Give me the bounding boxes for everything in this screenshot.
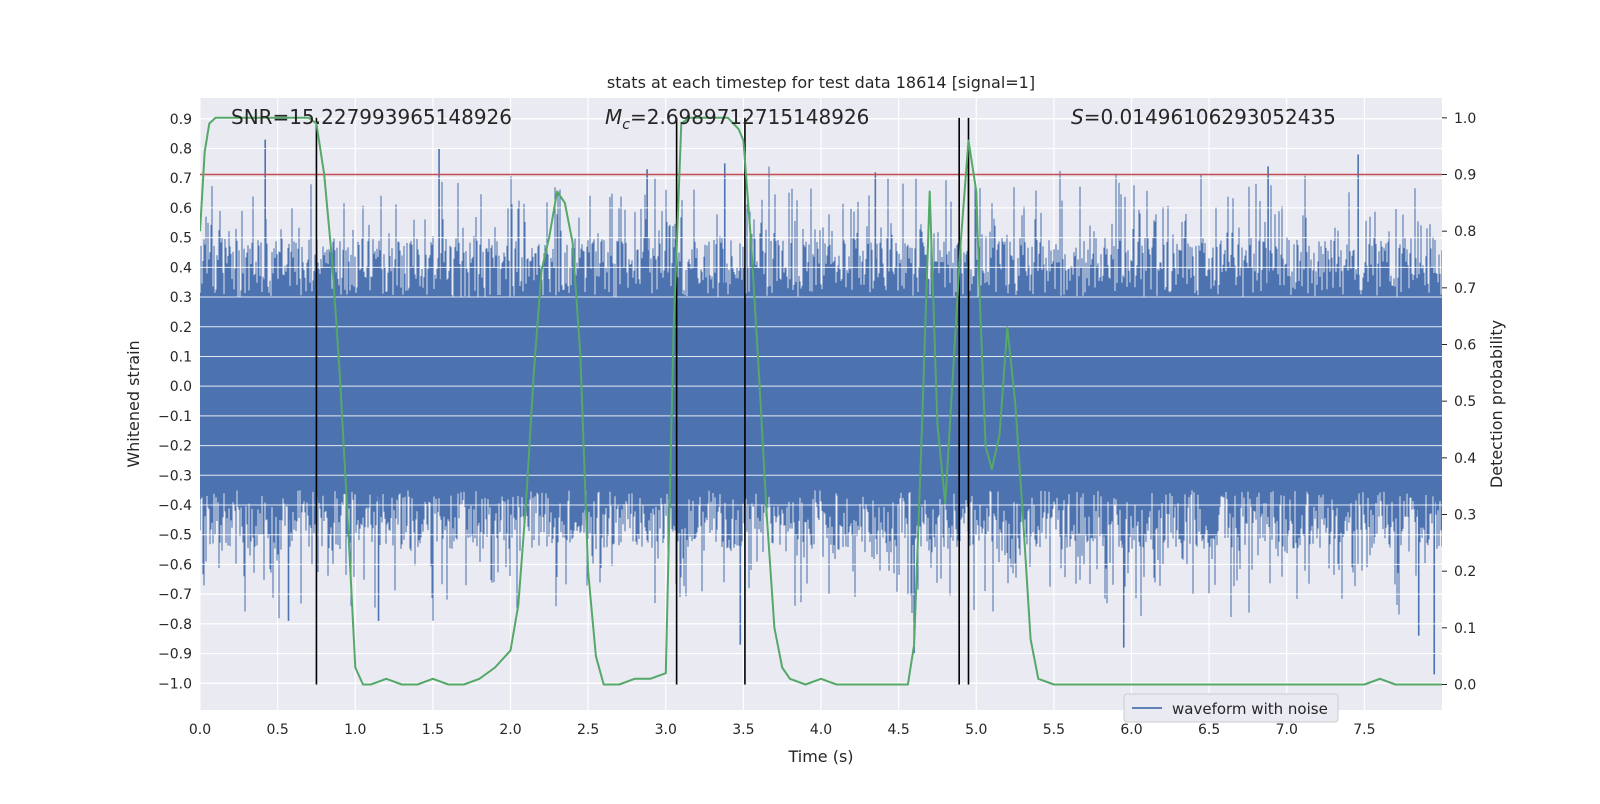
- x-tick-label: 6.5: [1198, 722, 1220, 738]
- x-tick-label: 1.5: [422, 722, 444, 738]
- x-tick-label: 3.5: [732, 722, 754, 738]
- x-tick-label: 5.0: [965, 722, 987, 738]
- y-right-tick-label: 0.7: [1454, 281, 1476, 297]
- event-lines: [315, 117, 970, 685]
- probability-line: [200, 116, 1442, 686]
- x-tick-label: 7.5: [1353, 722, 1375, 738]
- s-annotation: S=0.01496106293052435: [1071, 105, 1336, 129]
- y-right-tick-label: 0.1: [1454, 621, 1476, 637]
- probability-series: [200, 116, 1442, 686]
- y-right-tick-label: 0.2: [1454, 564, 1476, 580]
- y-right-tick-label: 0.5: [1454, 394, 1476, 410]
- chirp-mass-value: =2.6989712715148926: [630, 105, 869, 129]
- y-tick-label: 0.1: [170, 349, 192, 365]
- x-tick-label: 1.0: [344, 722, 366, 738]
- y-tick-label: 0.3: [170, 290, 192, 306]
- y-axis-left: 0.9 0.8 0.7 0.6 0.5 0.4 0.3 0.2 0.1 0.0 −0.1 −0.2 −0…: [158, 112, 192, 692]
- y-tick-label: 0.4: [170, 260, 192, 276]
- y-right-tick-label: 1.0: [1454, 111, 1476, 127]
- y-right-tick-label: 0.4: [1454, 451, 1476, 467]
- y-tick-label: −1.0: [158, 676, 192, 692]
- x-tick-label: 4.5: [887, 722, 909, 738]
- y-tick-label: −0.4: [158, 498, 192, 514]
- legend-label: waveform with noise: [1172, 700, 1328, 718]
- y-right-tick-label: 0.3: [1454, 508, 1476, 524]
- y-tick-label: −0.9: [158, 647, 192, 663]
- y-tick-label: −0.2: [158, 439, 192, 455]
- y-tick-label: −0.6: [158, 557, 192, 573]
- x-tick-label: 2.5: [577, 722, 599, 738]
- waveform-series: [200, 118, 1442, 684]
- x-tick-label: 5.5: [1043, 722, 1065, 738]
- y-right-axis-label: Detection probability: [1487, 320, 1506, 488]
- y-tick-label: −0.8: [158, 617, 192, 633]
- x-tick-label: 4.0: [810, 722, 832, 738]
- y-tick-label: 0.8: [170, 142, 192, 158]
- y-right-tick-label: 0.6: [1454, 338, 1476, 354]
- y-axis-right: 1.0 0.9 0.8 0.7 0.6 0.5 0.4 0.3 0.2 0.1 0.0: [1442, 111, 1476, 694]
- waveform-core: [200, 297, 1442, 491]
- y-tick-label: −0.3: [158, 468, 192, 484]
- x-tick-label: 3.0: [655, 722, 677, 738]
- y-tick-label: 0.0: [170, 379, 192, 395]
- y-tick-label: 0.5: [170, 231, 192, 247]
- x-tick-label: 0.0: [189, 722, 211, 738]
- x-tick-label: 7.0: [1276, 722, 1298, 738]
- y-right-tick-label: 0.8: [1454, 224, 1476, 240]
- s-value: =0.01496106293052435: [1084, 105, 1336, 129]
- x-tick-label: 2.0: [499, 722, 521, 738]
- chart-title: stats at each timestep for test data 186…: [607, 73, 1035, 92]
- y-right-tick-label: 0.0: [1454, 678, 1476, 694]
- s-symbol: S: [1071, 105, 1084, 129]
- y-tick-label: −0.5: [158, 528, 192, 544]
- y-right-tick-label: 0.9: [1454, 168, 1476, 184]
- x-tick-label: 0.5: [266, 722, 288, 738]
- y-tick-label: 0.6: [170, 201, 192, 217]
- y-tick-label: 0.7: [170, 171, 192, 187]
- y-tick-label: 0.2: [170, 320, 192, 336]
- legend-box: [1123, 693, 1339, 723]
- chirp-mass-symbol: M: [605, 105, 622, 129]
- legend: waveform with noise: [1123, 693, 1339, 723]
- y-tick-label: −0.7: [158, 587, 192, 603]
- x-axis-label: Time (s): [787, 747, 853, 766]
- x-axis: 0.0 0.5 1.0 1.5 2.0 2.5 3.0 3.5 4.0 4.5 5.0 5.5 6.0 6…: [189, 722, 1376, 738]
- snr-annotation: SNR=15.227993965148926: [231, 105, 512, 129]
- chirp-mass-annotation: Mc=2.6989712715148926: [605, 105, 869, 133]
- chirp-mass-subscript: c: [622, 117, 630, 133]
- y-axis-label: Whitened strain: [124, 340, 143, 467]
- y-tick-label: 0.9: [170, 112, 192, 128]
- y-tick-label: −0.1: [158, 409, 192, 425]
- x-tick-label: 6.0: [1120, 722, 1142, 738]
